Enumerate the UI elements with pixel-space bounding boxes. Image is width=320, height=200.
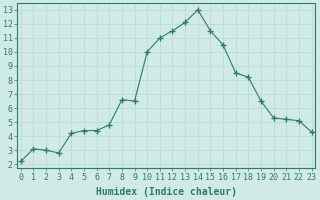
X-axis label: Humidex (Indice chaleur): Humidex (Indice chaleur)	[96, 187, 237, 197]
